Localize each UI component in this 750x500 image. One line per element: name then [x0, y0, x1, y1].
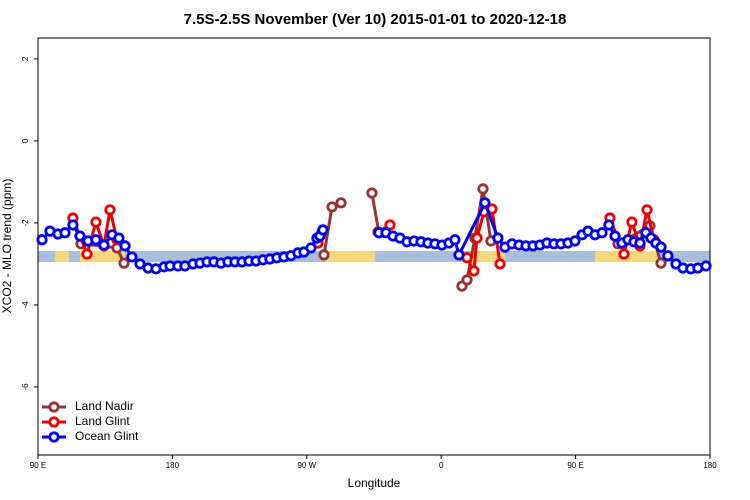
legend-label: Land Glint: [75, 414, 130, 428]
data-point: [98, 239, 110, 251]
x-tick-label: 90 E: [30, 461, 46, 470]
data-point: [59, 227, 71, 239]
data-point: [366, 187, 378, 199]
data-point: [641, 204, 653, 216]
legend-label: Ocean Glint: [75, 429, 139, 443]
x-tick-label: 0: [439, 461, 444, 470]
land-band: [470, 251, 505, 262]
data-point: [477, 183, 489, 195]
legend-marker: [48, 416, 60, 428]
y-axis-label: XCO2 - MLO trend (ppm): [0, 179, 14, 314]
x-tick-label: 180: [166, 461, 180, 470]
data-point: [569, 235, 581, 247]
legend-label: Land Nadir: [75, 399, 134, 413]
data-point: [662, 250, 674, 262]
data-point: [90, 216, 102, 228]
legend-marker: [48, 401, 60, 413]
data-point: [453, 249, 465, 261]
chart-title: 7.5S-2.5S November (Ver 10) 2015-01-01 t…: [184, 11, 567, 28]
data-point: [494, 258, 506, 270]
data-point: [449, 234, 461, 246]
plot-frame: [37, 37, 711, 456]
data-point: [461, 274, 473, 286]
data-point: [126, 251, 138, 263]
data-point: [318, 249, 330, 261]
data-point: [626, 216, 638, 228]
data-point: [335, 197, 347, 209]
data-point: [479, 197, 491, 209]
data-point: [618, 248, 630, 260]
y-tick-label: 0: [21, 138, 30, 143]
data-point: [81, 248, 93, 260]
data-point: [113, 232, 125, 244]
x-axis-label: Longitude: [348, 476, 401, 490]
data-point: [492, 232, 504, 244]
x-tick-label: 90 W: [297, 461, 316, 470]
data-point: [655, 257, 667, 269]
data-point: [74, 230, 86, 242]
data-point: [36, 234, 48, 246]
x-tick-label: 90 E: [567, 461, 583, 470]
data-point: [326, 201, 338, 213]
data-point: [118, 257, 130, 269]
land-band: [80, 251, 125, 262]
y-tick-label: -4: [21, 301, 30, 309]
data-point: [305, 242, 317, 254]
data-point: [468, 265, 480, 277]
data-point: [596, 227, 608, 239]
data-point: [90, 234, 102, 246]
data-point: [471, 232, 483, 244]
y-tick-label: -6: [21, 383, 30, 391]
series: [36, 197, 712, 275]
data-point: [104, 204, 116, 216]
data-point: [634, 237, 646, 249]
data-point: [67, 219, 79, 231]
data-point: [119, 240, 131, 252]
data-point: [317, 224, 329, 236]
y-tick-label: -2: [21, 219, 30, 227]
land-band: [325, 251, 375, 262]
data-point: [609, 230, 621, 242]
data-point: [700, 260, 712, 272]
data-point: [655, 241, 667, 253]
land-band: [55, 251, 69, 262]
data-point: [134, 258, 146, 270]
legend-marker: [48, 431, 60, 443]
x-tick-label: 180: [703, 461, 717, 470]
data-point: [603, 219, 615, 231]
y-tick-label: 2: [21, 56, 30, 61]
